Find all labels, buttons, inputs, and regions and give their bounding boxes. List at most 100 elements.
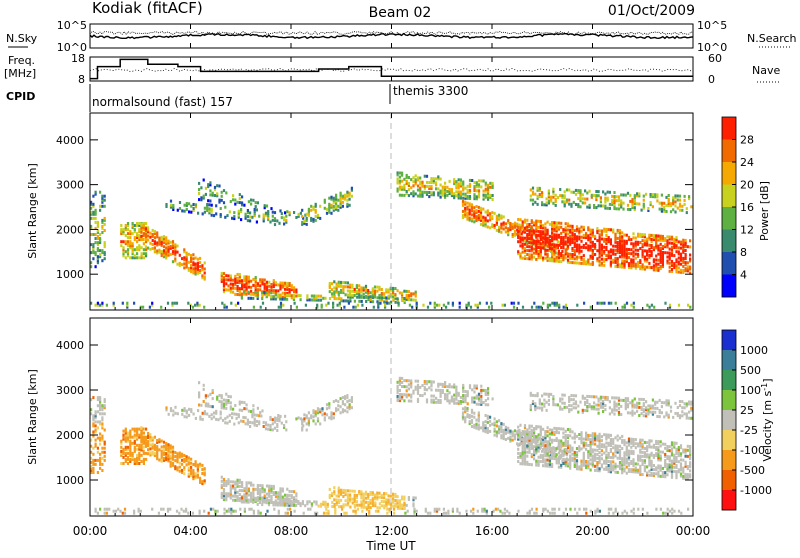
- velocity-cell: [97, 420, 99, 423]
- power-cell: [239, 197, 241, 200]
- velocity-cell: [365, 497, 367, 500]
- power-cell: [401, 180, 403, 183]
- velocity-cell: [328, 402, 330, 405]
- power-cell: [532, 203, 534, 206]
- power-cell: [281, 212, 283, 215]
- velocity-cell: [590, 458, 592, 461]
- power-cell: [563, 306, 565, 309]
- velocity-cell: [352, 502, 354, 505]
- velocity-cell: [261, 409, 263, 412]
- power-cell: [234, 203, 236, 206]
- power-cell: [690, 205, 692, 208]
- power-cell: [560, 236, 562, 239]
- power-cell: [678, 246, 680, 249]
- velocity-cell: [145, 445, 147, 448]
- velocity-cell: [415, 380, 417, 383]
- power-cell: [433, 177, 435, 180]
- velocity-cell: [397, 385, 399, 388]
- velocity-cell: [528, 463, 530, 466]
- power-cell: [576, 256, 578, 259]
- velocity-cell: [489, 424, 491, 427]
- velocity-cell: [251, 413, 253, 416]
- velocity-cell: [170, 444, 172, 447]
- power-cell: [517, 302, 519, 305]
- velocity-cell: [174, 412, 176, 415]
- velocity-cell: [471, 396, 473, 399]
- power-cell: [140, 227, 142, 230]
- velocity-cell: [569, 428, 571, 431]
- velocity-cell: [333, 416, 335, 419]
- power-cell: [138, 244, 140, 247]
- power-cell: [476, 195, 478, 198]
- power-cell: [305, 304, 307, 307]
- power-cell: [535, 258, 537, 261]
- power-cell: [313, 295, 315, 298]
- power-cell: [163, 235, 165, 238]
- velocity-cell: [354, 490, 356, 493]
- power-cell: [239, 287, 241, 290]
- velocity-cell: [531, 425, 533, 428]
- velocity-cell: [125, 458, 127, 461]
- velocity-cell: [138, 462, 140, 465]
- power-cell: [519, 236, 521, 239]
- power-cell: [289, 288, 291, 291]
- power-cell: [542, 230, 544, 233]
- velocity-cell: [95, 424, 97, 427]
- power-cell: [582, 201, 584, 204]
- power-cell: [598, 190, 600, 193]
- velocity-cell: [356, 494, 358, 497]
- power-cell: [208, 203, 210, 206]
- velocity-cell: [394, 493, 396, 496]
- power-cell: [590, 263, 592, 266]
- power-cell: [532, 191, 534, 194]
- power-cell: [576, 225, 578, 228]
- velocity-cell: [540, 454, 542, 457]
- velocity-cell: [241, 496, 243, 499]
- velocity-cell: [442, 383, 444, 386]
- velocity-cell: [462, 407, 464, 410]
- velocity-cell: [197, 409, 199, 412]
- power-cell: [446, 194, 448, 197]
- power-cell: [547, 249, 549, 252]
- velocity-cell: [542, 454, 544, 457]
- power-cell: [532, 199, 534, 202]
- velocity-cell: [424, 392, 426, 395]
- power-cell: [179, 207, 181, 210]
- velocity-cell: [261, 503, 263, 506]
- power-cell: [603, 246, 605, 249]
- velocity-cell: [195, 460, 197, 463]
- power-cell: [680, 253, 682, 256]
- velocity-cell: [241, 401, 243, 404]
- velocity-cell: [256, 414, 258, 417]
- velocity-cell: [612, 460, 614, 463]
- velocity-cell: [129, 440, 131, 443]
- power-cell: [610, 238, 612, 241]
- velocity-cell: [286, 504, 288, 507]
- power-cell: [673, 254, 675, 257]
- velocity-cell: [104, 451, 106, 454]
- power-cell: [240, 218, 242, 221]
- velocity-cell: [221, 476, 223, 479]
- power-cell: [576, 304, 578, 307]
- velocity-cell: [567, 434, 569, 437]
- velocity-cell: [277, 502, 279, 505]
- power-cell: [485, 194, 487, 197]
- nsky-label: N.Sky: [6, 32, 38, 45]
- power-cell: [125, 240, 127, 243]
- velocity-cell: [277, 491, 279, 494]
- power-cell: [136, 240, 138, 243]
- power-cell: [643, 195, 645, 198]
- velocity-cell: [542, 436, 544, 439]
- power-cell: [277, 296, 279, 299]
- power-cell: [165, 236, 167, 239]
- velocity-cell: [132, 428, 134, 431]
- power-cell: [136, 252, 138, 255]
- power-cell: [211, 204, 213, 207]
- power-cell: [419, 181, 421, 184]
- velocity-cell: [195, 417, 197, 420]
- power-cell: [542, 302, 544, 305]
- power-cell: [688, 195, 690, 198]
- velocity-cell: [225, 393, 227, 396]
- velocity-cell: [257, 407, 259, 410]
- velocity-cell: [519, 442, 521, 445]
